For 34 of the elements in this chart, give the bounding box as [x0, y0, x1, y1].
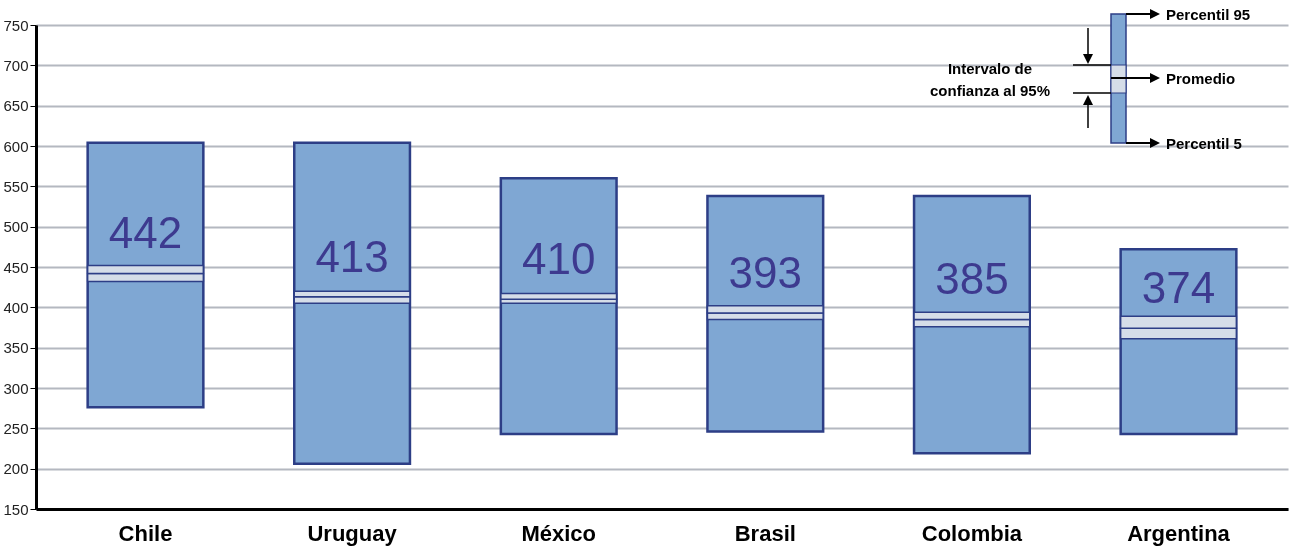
y-tick-label: 750	[3, 16, 29, 34]
y-tick-label: 500	[3, 218, 29, 236]
bar	[499, 177, 618, 436]
y-tick-label: 300	[3, 379, 29, 397]
x-tick-label: Brasil	[734, 520, 796, 546]
y-tick-label: 400	[3, 298, 29, 316]
y-tick-label: 200	[3, 460, 29, 478]
bar	[86, 141, 205, 409]
y-tick-label: 150	[3, 500, 29, 518]
y-tick-label: 350	[3, 339, 29, 357]
annotation: Percentil 5	[1166, 135, 1242, 152]
bar	[293, 141, 412, 466]
y-tick-label: 550	[3, 177, 29, 195]
x-tick-label: México	[521, 520, 596, 546]
text: Percentil 95	[1166, 6, 1251, 23]
x-tick-label: Argentina	[1127, 520, 1231, 546]
y-tick-label: 700	[3, 56, 29, 74]
annotation: 413	[315, 231, 389, 281]
annotation: 385	[935, 254, 1009, 304]
annotation: Promedio	[1166, 70, 1236, 87]
annotation: 410	[521, 234, 596, 284]
x-tick-label: Chile	[118, 520, 173, 546]
bar	[706, 194, 825, 433]
y-tick-label: 250	[3, 419, 29, 437]
y-tick-label: 600	[3, 137, 29, 155]
annotation: Intervalo de confianza al 95%	[929, 60, 1051, 99]
annotation: 442	[108, 208, 183, 258]
bar	[912, 194, 1031, 455]
y-tick-label: 450	[3, 258, 29, 276]
x-tick-label: Uruguay	[307, 520, 398, 546]
annotation: 374	[1141, 263, 1216, 313]
x-tick-label: Colombia	[921, 520, 1023, 546]
y-tick-label: 650	[3, 97, 29, 115]
annotation: 393	[728, 247, 803, 297]
